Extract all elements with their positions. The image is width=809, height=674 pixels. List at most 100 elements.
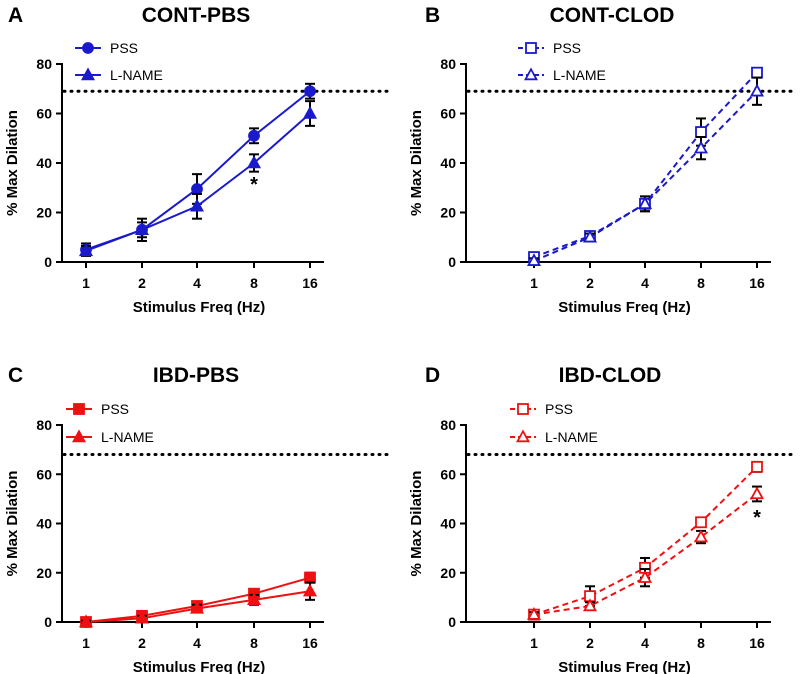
x-tick-label: 4 [641, 275, 649, 291]
series-line [85, 90, 311, 251]
x-axis-label: Stimulus Freq (Hz) [558, 299, 691, 316]
panel-letter: B [425, 4, 440, 27]
chart-panel-a: A CONT-PBS 0 20 40 60 80 1 2 4 8 16 Stimulus Freq (H… [4, 4, 394, 316]
legend-marker [82, 42, 94, 54]
legend-label: L-NAME [553, 67, 606, 83]
legend: PSS L-NAME [75, 40, 163, 83]
x-axis-label: Stimulus Freq (Hz) [133, 299, 266, 316]
legend: PSS L-NAME [66, 401, 154, 445]
data-point [526, 606, 542, 620]
data-point [248, 129, 260, 142]
chart-title: IBD-PBS [153, 364, 239, 387]
data-point [695, 126, 707, 138]
legend-label: L-NAME [101, 429, 154, 445]
legend-marker [515, 429, 531, 443]
y-tick-label: 40 [440, 155, 456, 171]
y-tick-label: 20 [36, 205, 52, 221]
series-line [533, 493, 758, 616]
data-point [751, 66, 763, 79]
y-tick-label: 20 [440, 565, 456, 581]
x-tick-label: 16 [302, 635, 318, 651]
data-point [582, 598, 598, 612]
chart-title: CONT-CLOD [550, 4, 675, 27]
data-point [526, 253, 542, 266]
x-tick-label: 16 [302, 275, 318, 291]
y-tick-label: 60 [36, 466, 52, 482]
panel-letter: D [425, 364, 440, 387]
legend-label: L-NAME [545, 429, 598, 445]
legend-marker [71, 429, 87, 443]
chart-panel-d: D IBD-CLOD 0 20 40 60 80 1 2 4 8 16 Stimulus Freq (H… [408, 364, 798, 674]
x-tick-label: 8 [250, 635, 258, 651]
x-tick-label: 4 [193, 275, 201, 291]
y-tick-label: 80 [36, 417, 52, 433]
data-point [191, 183, 203, 195]
data-point [189, 600, 205, 614]
x-tick-label: 8 [697, 635, 705, 651]
series-pss [80, 571, 316, 628]
data-point [582, 229, 598, 243]
y-tick-label: 40 [36, 516, 52, 532]
y-axis-label: % Max Dilation [408, 471, 425, 577]
x-axis-label: Stimulus Freq (Hz) [558, 659, 691, 674]
y-tick-label: 40 [36, 155, 52, 171]
data-point [78, 614, 94, 628]
data-point [134, 610, 150, 624]
data-point [78, 243, 94, 257]
y-tick-label: 0 [448, 614, 456, 630]
legend-label: PSS [101, 401, 129, 417]
x-axis-label: Stimulus Freq (Hz) [133, 659, 266, 674]
significance-asterisk: * [753, 507, 761, 529]
legend-marker [73, 403, 85, 415]
series-line [533, 90, 758, 262]
x-tick-label: 2 [586, 635, 594, 651]
y-tick-label: 20 [36, 565, 52, 581]
x-tick-label: 2 [138, 275, 146, 291]
legend-marker [523, 67, 539, 81]
x-tick-label: 8 [250, 275, 258, 291]
panel-letter: A [8, 4, 23, 27]
data-point [304, 85, 316, 98]
y-tick-label: 80 [36, 56, 52, 72]
data-point [246, 592, 262, 606]
data-point [246, 155, 262, 169]
panel-letter: C [8, 364, 23, 387]
x-tick-label: 1 [82, 275, 90, 291]
legend: PSS L-NAME [518, 40, 606, 83]
y-tick-label: 80 [440, 56, 456, 72]
data-point [749, 83, 765, 97]
series-pss [528, 66, 763, 263]
series-l-name [526, 76, 765, 266]
series-l-name [78, 100, 318, 257]
data-point [134, 222, 150, 236]
data-point [749, 486, 765, 500]
series-line [533, 466, 758, 616]
legend-label: PSS [545, 401, 573, 417]
data-point [693, 140, 709, 154]
y-tick-label: 40 [440, 516, 456, 532]
series-l-name [78, 581, 318, 628]
data-point [302, 583, 318, 597]
series-pss [528, 460, 763, 621]
chart-panel-b: B CONT-CLOD 0 20 40 60 80 1 2 4 8 16 Stimulus Freq (… [408, 4, 798, 316]
x-tick-label: 1 [82, 635, 90, 651]
chart-title: IBD-CLOD [559, 364, 662, 387]
legend-label: PSS [110, 40, 138, 56]
y-axis-label: % Max Dilation [408, 110, 425, 216]
legend-marker [80, 67, 96, 81]
chart-panel-c: C IBD-PBS 0 20 40 60 80 1 2 4 8 16 Stimulus Freq (Hz… [4, 364, 394, 674]
significance-asterisk: * [250, 174, 258, 196]
y-tick-label: 60 [36, 106, 52, 122]
data-point [695, 516, 707, 529]
y-tick-label: 0 [44, 254, 52, 270]
y-tick-label: 60 [440, 466, 456, 482]
x-tick-label: 1 [530, 635, 538, 651]
y-tick-label: 60 [440, 106, 456, 122]
y-tick-label: 80 [440, 417, 456, 433]
data-point [751, 460, 763, 473]
legend-label: PSS [553, 40, 581, 56]
data-point [637, 570, 653, 583]
x-tick-label: 16 [749, 275, 765, 291]
legend-label: L-NAME [110, 67, 163, 83]
